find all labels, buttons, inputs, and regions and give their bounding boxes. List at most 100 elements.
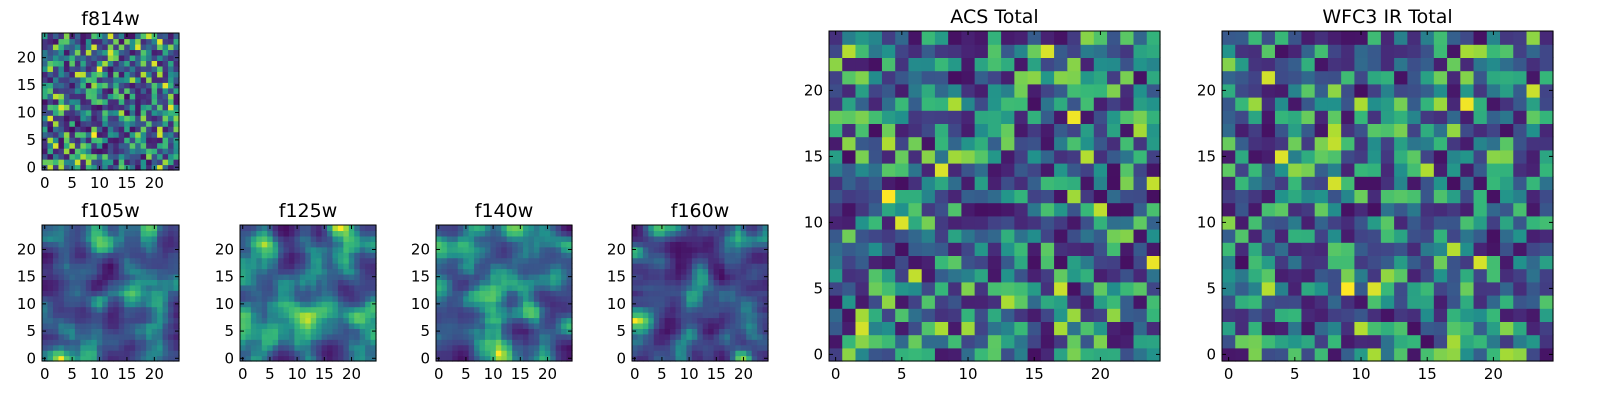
heatmap-cell	[278, 263, 285, 270]
heatmap-cell	[173, 306, 180, 313]
heatmap-cell	[729, 322, 736, 329]
heatmap-cell	[1093, 334, 1108, 349]
heatmap-cell	[855, 97, 870, 111]
heatmap-cell	[96, 317, 103, 324]
heatmap-cell	[157, 306, 164, 313]
heatmap-cell	[740, 257, 747, 264]
heatmap-cell	[1486, 97, 1501, 111]
heatmap-cell	[555, 339, 562, 346]
heatmap-cell	[642, 306, 649, 313]
heatmap-cell	[47, 87, 54, 94]
heatmap-cell	[365, 263, 372, 270]
heatmap-cell	[310, 257, 317, 264]
heatmap-cell	[974, 242, 989, 256]
heatmap-cell	[1447, 202, 1461, 217]
heatmap-cell	[129, 131, 136, 138]
heatmap-cell	[140, 295, 147, 302]
heatmap-cell	[135, 54, 142, 61]
heatmap-cell	[751, 295, 758, 302]
heatmap-cell	[1354, 215, 1369, 230]
heatmap-cell	[948, 44, 962, 58]
heatmap-cell	[332, 279, 339, 286]
heatmap-cell	[1420, 136, 1435, 151]
heatmap-cell	[506, 322, 513, 329]
heatmap-cell	[1420, 215, 1435, 230]
heatmap-cell	[316, 339, 323, 346]
heatmap-cell	[691, 279, 698, 286]
heatmap-cell	[135, 43, 142, 51]
heatmap-cell	[173, 317, 180, 324]
heatmap-cell	[653, 241, 660, 248]
heatmap-cell	[332, 328, 339, 335]
heatmap-cell	[113, 126, 120, 133]
heatmap-cell	[74, 71, 81, 78]
heatmap-cell	[533, 295, 540, 302]
heatmap-cell	[157, 317, 164, 324]
heatmap-cell	[506, 339, 513, 346]
heatmap-cell	[343, 333, 350, 340]
heatmap-cell	[691, 241, 698, 248]
heatmap-cell	[1146, 44, 1161, 58]
heatmap-cell	[474, 290, 481, 297]
heatmap-cell	[1054, 268, 1068, 283]
heatmap-cell	[102, 257, 109, 264]
heatmap-cell	[1040, 215, 1055, 230]
heatmap-cell	[642, 322, 649, 329]
heatmap-cell	[1288, 31, 1303, 45]
heatmap-cell	[686, 339, 693, 346]
heatmap-cell	[1027, 268, 1042, 283]
heatmap-cell	[468, 295, 475, 302]
heatmap-cell	[118, 355, 125, 362]
heatmap-cell	[47, 98, 54, 105]
heatmap-cell	[1314, 229, 1329, 243]
heatmap-cell	[146, 339, 153, 346]
heatmap-cell	[921, 136, 936, 151]
heatmap-cell	[1526, 44, 1541, 58]
heatmap-cell	[1500, 347, 1514, 362]
heatmap-cell	[523, 350, 530, 357]
heatmap-cell	[566, 290, 573, 297]
heatmap-cell	[245, 284, 252, 291]
heatmap-cell	[42, 235, 49, 242]
y-tick-label: 0	[420, 349, 430, 367]
heatmap-cell	[1040, 136, 1055, 151]
heatmap-cell	[80, 104, 87, 111]
x-tick-label: 5	[67, 174, 77, 192]
heatmap-cell	[140, 344, 147, 351]
heatmap-cell	[348, 263, 355, 270]
heatmap-cell	[85, 235, 92, 242]
heatmap-cell	[740, 350, 747, 357]
heatmap-cell	[272, 344, 279, 351]
heatmap-cell	[80, 93, 87, 100]
heatmap-cell	[42, 120, 49, 127]
heatmap-cell	[102, 71, 109, 78]
heatmap-cell	[129, 322, 136, 329]
heatmap-cell	[354, 317, 361, 324]
heatmap-cell	[162, 273, 169, 280]
heatmap-cell	[1133, 123, 1148, 138]
heatmap-cell	[855, 229, 870, 243]
heatmap-cell	[724, 257, 731, 264]
heatmap-cell	[1367, 321, 1382, 336]
heatmap-cell	[757, 306, 764, 313]
heatmap-cell	[1093, 163, 1108, 177]
heatmap-cell	[85, 312, 92, 319]
heatmap-cell	[63, 54, 70, 61]
heatmap-cell	[751, 328, 758, 335]
heatmap-cell	[58, 295, 65, 302]
heatmap-cell	[80, 290, 87, 297]
heatmap-cell	[1314, 136, 1329, 151]
heatmap-cell	[321, 263, 328, 270]
heatmap-cell	[348, 333, 355, 340]
heatmap-cell	[1001, 70, 1015, 85]
heatmap-cell	[1394, 295, 1408, 309]
heatmap-cell	[648, 257, 655, 264]
heatmap-cell	[895, 229, 910, 243]
heatmap-cell	[1433, 321, 1448, 336]
heatmap-cell	[80, 350, 87, 357]
heatmap-cell	[1301, 321, 1316, 336]
heatmap-cell	[118, 312, 125, 319]
heatmap-cell	[118, 295, 125, 302]
heatmap-cell	[1080, 136, 1095, 151]
heatmap-cell	[288, 301, 295, 308]
